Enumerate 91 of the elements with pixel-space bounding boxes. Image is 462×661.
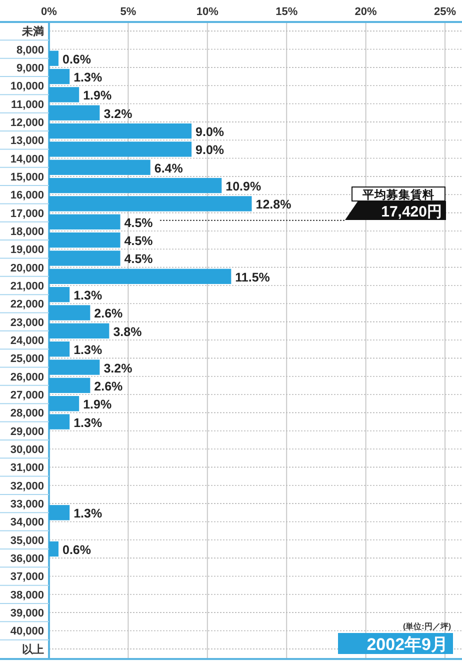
bar xyxy=(49,178,222,194)
y-tick-label: 11,000 xyxy=(10,98,44,111)
y-tick-label: 21,000 xyxy=(10,280,44,292)
data-label: 11.5% xyxy=(235,270,270,284)
data-label: 1.3% xyxy=(74,506,102,521)
bar xyxy=(49,414,70,430)
y-tick-label: 27,000 xyxy=(10,390,44,402)
y-tick-label: 35,000 xyxy=(10,534,44,547)
y-tick-label: 以上 xyxy=(22,642,44,656)
bar xyxy=(49,50,59,66)
bar xyxy=(49,105,100,120)
y-tick-label: 17,000 xyxy=(10,208,44,220)
y-tick-label: 34,000 xyxy=(10,516,44,529)
bar xyxy=(49,360,100,375)
data-label: 9.0% xyxy=(196,143,224,158)
x-tick-label: 10% xyxy=(196,6,219,18)
y-tick-label: 16,000 xyxy=(10,190,44,202)
data-label: 3.2% xyxy=(104,361,132,376)
x-tick-label: 25% xyxy=(434,6,456,18)
data-label: 3.2% xyxy=(104,106,132,121)
y-tick-label: 31,000 xyxy=(10,462,44,474)
data-label: 10.9% xyxy=(226,180,262,194)
bar xyxy=(49,305,90,320)
bar xyxy=(49,87,80,102)
bar xyxy=(49,68,70,84)
data-label: 1.9% xyxy=(83,88,112,103)
y-tick-label: 25,000 xyxy=(10,353,44,366)
annotation: 17,420円 xyxy=(381,204,442,220)
data-label: 2.6% xyxy=(94,379,123,394)
bar xyxy=(49,541,59,557)
y-tick-label: 22,000 xyxy=(10,298,44,311)
data-label: 1.9% xyxy=(83,398,112,412)
y-tick-label: 20,000 xyxy=(10,262,44,274)
y-tick-label: 19,000 xyxy=(10,244,44,256)
bar xyxy=(49,268,232,284)
data-label: 0.6% xyxy=(62,542,92,557)
y-tick-label: 23,000 xyxy=(10,316,44,329)
bar xyxy=(49,196,252,212)
annotation: 2002年9月 xyxy=(366,635,448,654)
data-label: 0.6% xyxy=(62,52,92,66)
y-tick-label: 29,000 xyxy=(10,426,44,438)
y-tick-label: 40,000 xyxy=(10,626,44,638)
data-label: 1.3% xyxy=(74,416,102,430)
y-tick-label: 12,000 xyxy=(10,116,44,129)
bar xyxy=(49,342,70,357)
data-label: 2.6% xyxy=(94,306,123,321)
y-tick-label: 10,000 xyxy=(10,80,44,93)
bar xyxy=(49,160,150,175)
data-label: 4.5% xyxy=(124,252,153,266)
x-tick-label: 0% xyxy=(41,6,58,18)
y-tick-label: 14,000 xyxy=(10,153,44,166)
y-tick-label: 33,000 xyxy=(10,498,44,511)
y-tick-label: 28,000 xyxy=(10,408,44,420)
data-label: 1.3% xyxy=(74,343,102,358)
bar xyxy=(49,505,70,520)
bar xyxy=(49,250,120,266)
y-tick-label: 8,000 xyxy=(16,44,44,56)
bar xyxy=(49,232,120,248)
y-tick-label: 32,000 xyxy=(10,480,44,492)
y-tick-label: 26,000 xyxy=(10,371,44,384)
y-tick-label: 39,000 xyxy=(10,608,44,620)
bar xyxy=(49,123,192,139)
y-tick-label: 15,000 xyxy=(10,171,44,184)
y-tick-label: 30,000 xyxy=(10,444,44,456)
data-label: 4.5% xyxy=(124,216,153,230)
x-tick-label: 15% xyxy=(276,6,298,18)
y-tick-label: 37,000 xyxy=(10,571,44,584)
data-label: 1.3% xyxy=(74,288,102,303)
bar xyxy=(49,396,80,412)
bar xyxy=(49,214,120,230)
y-tick-label: 未満 xyxy=(21,25,44,38)
bar xyxy=(49,378,90,394)
data-label: 6.4% xyxy=(154,161,183,176)
x-tick-label: 20% xyxy=(354,6,378,18)
x-tick-label: 5% xyxy=(120,6,136,18)
data-label: 12.8% xyxy=(256,198,292,212)
data-label: 3.8% xyxy=(113,324,142,339)
annotation: (単位:円／坪) xyxy=(403,622,452,631)
bar xyxy=(49,323,110,338)
y-tick-label: 36,000 xyxy=(10,553,44,566)
annotation: 平均募集賃料 xyxy=(362,188,434,202)
y-tick-label: 24,000 xyxy=(10,335,44,347)
y-tick-label: 38,000 xyxy=(10,589,44,602)
data-label: 1.3% xyxy=(74,70,102,85)
y-tick-label: 13,000 xyxy=(10,135,44,148)
data-label: 4.5% xyxy=(124,234,153,248)
data-label: 9.0% xyxy=(196,125,224,140)
bar xyxy=(49,286,70,302)
y-tick-label: 18,000 xyxy=(10,226,44,238)
y-tick-label: 9,000 xyxy=(16,62,44,74)
bar xyxy=(49,142,192,157)
